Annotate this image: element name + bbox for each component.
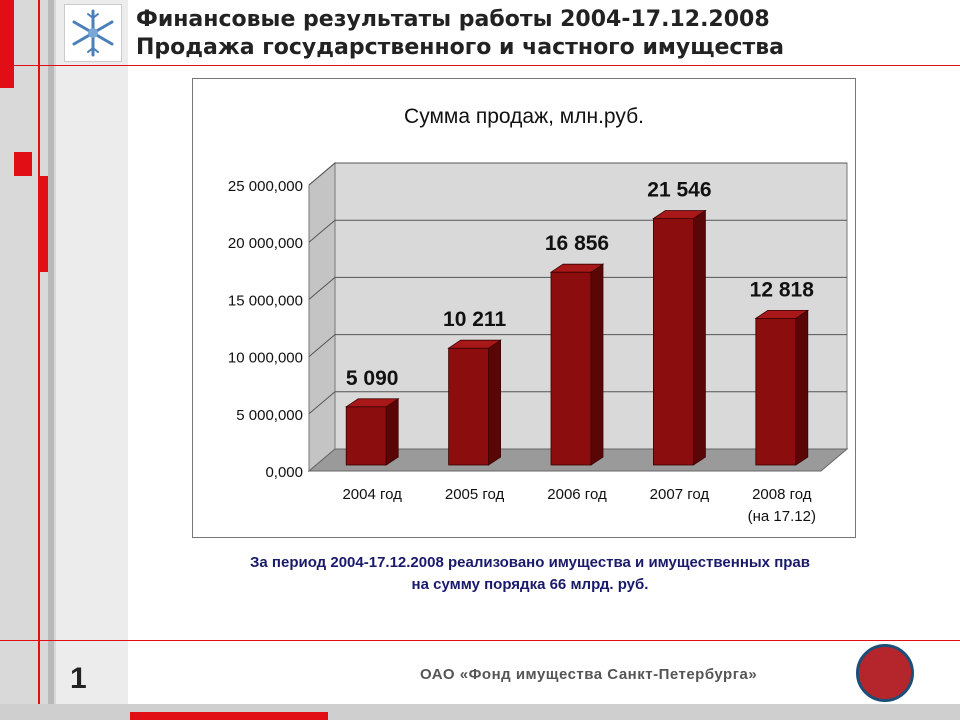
page-number: 1 — [70, 662, 87, 695]
bar-data-label: 10 211 — [443, 308, 506, 331]
gridline — [308, 162, 847, 186]
x-category-label: 2004 год — [342, 486, 402, 503]
left-decor-inner — [56, 0, 128, 720]
bottom-divider — [0, 640, 960, 641]
chart-title: Сумма продаж, млн.руб. — [404, 105, 644, 128]
y-tick-label: 10 000,000 — [228, 350, 303, 367]
chart-frame: Сумма продаж, млн.руб. 0,000 5 000,000 10 … — [192, 78, 856, 538]
x-category-label: 2007 год — [650, 486, 710, 503]
bar-side — [488, 339, 502, 466]
bar-front — [345, 406, 387, 466]
y-tick-label: 20 000,000 — [228, 235, 303, 252]
slide-title: Финансовые результаты работы 2004-17.12.… — [136, 6, 956, 62]
top-divider — [0, 65, 960, 66]
bar-top — [447, 339, 502, 349]
y-tick-label: 0,000 — [265, 464, 303, 481]
bar-data-label: 5 090 — [346, 367, 399, 390]
footer-organization: ОАО «Фонд имущества Санкт-Петербурга» — [420, 666, 758, 683]
bar-side — [692, 209, 706, 466]
bottom-red-accent — [130, 712, 328, 720]
bar-front — [755, 317, 797, 466]
x-category-label: 2008 год — [752, 486, 812, 503]
gray-vertical-line — [48, 0, 54, 720]
x-category-note: (на 17.12) — [748, 508, 816, 525]
summary-caption: За период 2004-17.12.2008 реализовано им… — [140, 552, 920, 596]
bar-top — [549, 263, 605, 273]
chart-side-wall — [308, 161, 336, 473]
x-category-label: 2005 год — [445, 486, 505, 503]
bar-front — [652, 218, 694, 466]
slide-title-line2: Продажа государственного и частного имущ… — [136, 35, 784, 60]
bar-top — [754, 309, 810, 319]
red-vertical-line — [38, 0, 40, 720]
organization-emblem-icon — [856, 644, 914, 702]
bar-top — [652, 210, 707, 219]
bar-data-label: 16 856 — [545, 232, 609, 255]
bar-side — [590, 263, 604, 466]
bar-top — [344, 398, 400, 408]
y-tick-label: 25 000,000 — [228, 178, 303, 195]
red-accent-bar — [0, 0, 14, 88]
red-accent-strip — [40, 176, 48, 272]
snowflake-logo-icon — [64, 4, 122, 62]
bar-front — [550, 271, 592, 466]
bar-front — [448, 347, 490, 466]
x-category-label: 2006 год — [547, 486, 607, 503]
slide-title-line1: Финансовые результаты работы 2004-17.12.… — [136, 7, 770, 32]
bar-side — [385, 398, 399, 466]
bar-data-label: 21 546 — [647, 179, 711, 202]
bar-side — [795, 309, 809, 466]
caption-line1: За период 2004-17.12.2008 реализовано им… — [250, 554, 810, 571]
bar-data-label: 12 818 — [750, 278, 815, 301]
y-tick-label: 15 000,000 — [228, 292, 303, 309]
bar-chart: Сумма продаж, млн.руб. 0,000 5 000,000 10 … — [228, 105, 849, 525]
red-accent-square — [14, 152, 32, 176]
caption-line2: на сумму порядка 66 млрд. руб. — [411, 576, 649, 593]
y-tick-label: 5 000,000 — [236, 407, 303, 424]
